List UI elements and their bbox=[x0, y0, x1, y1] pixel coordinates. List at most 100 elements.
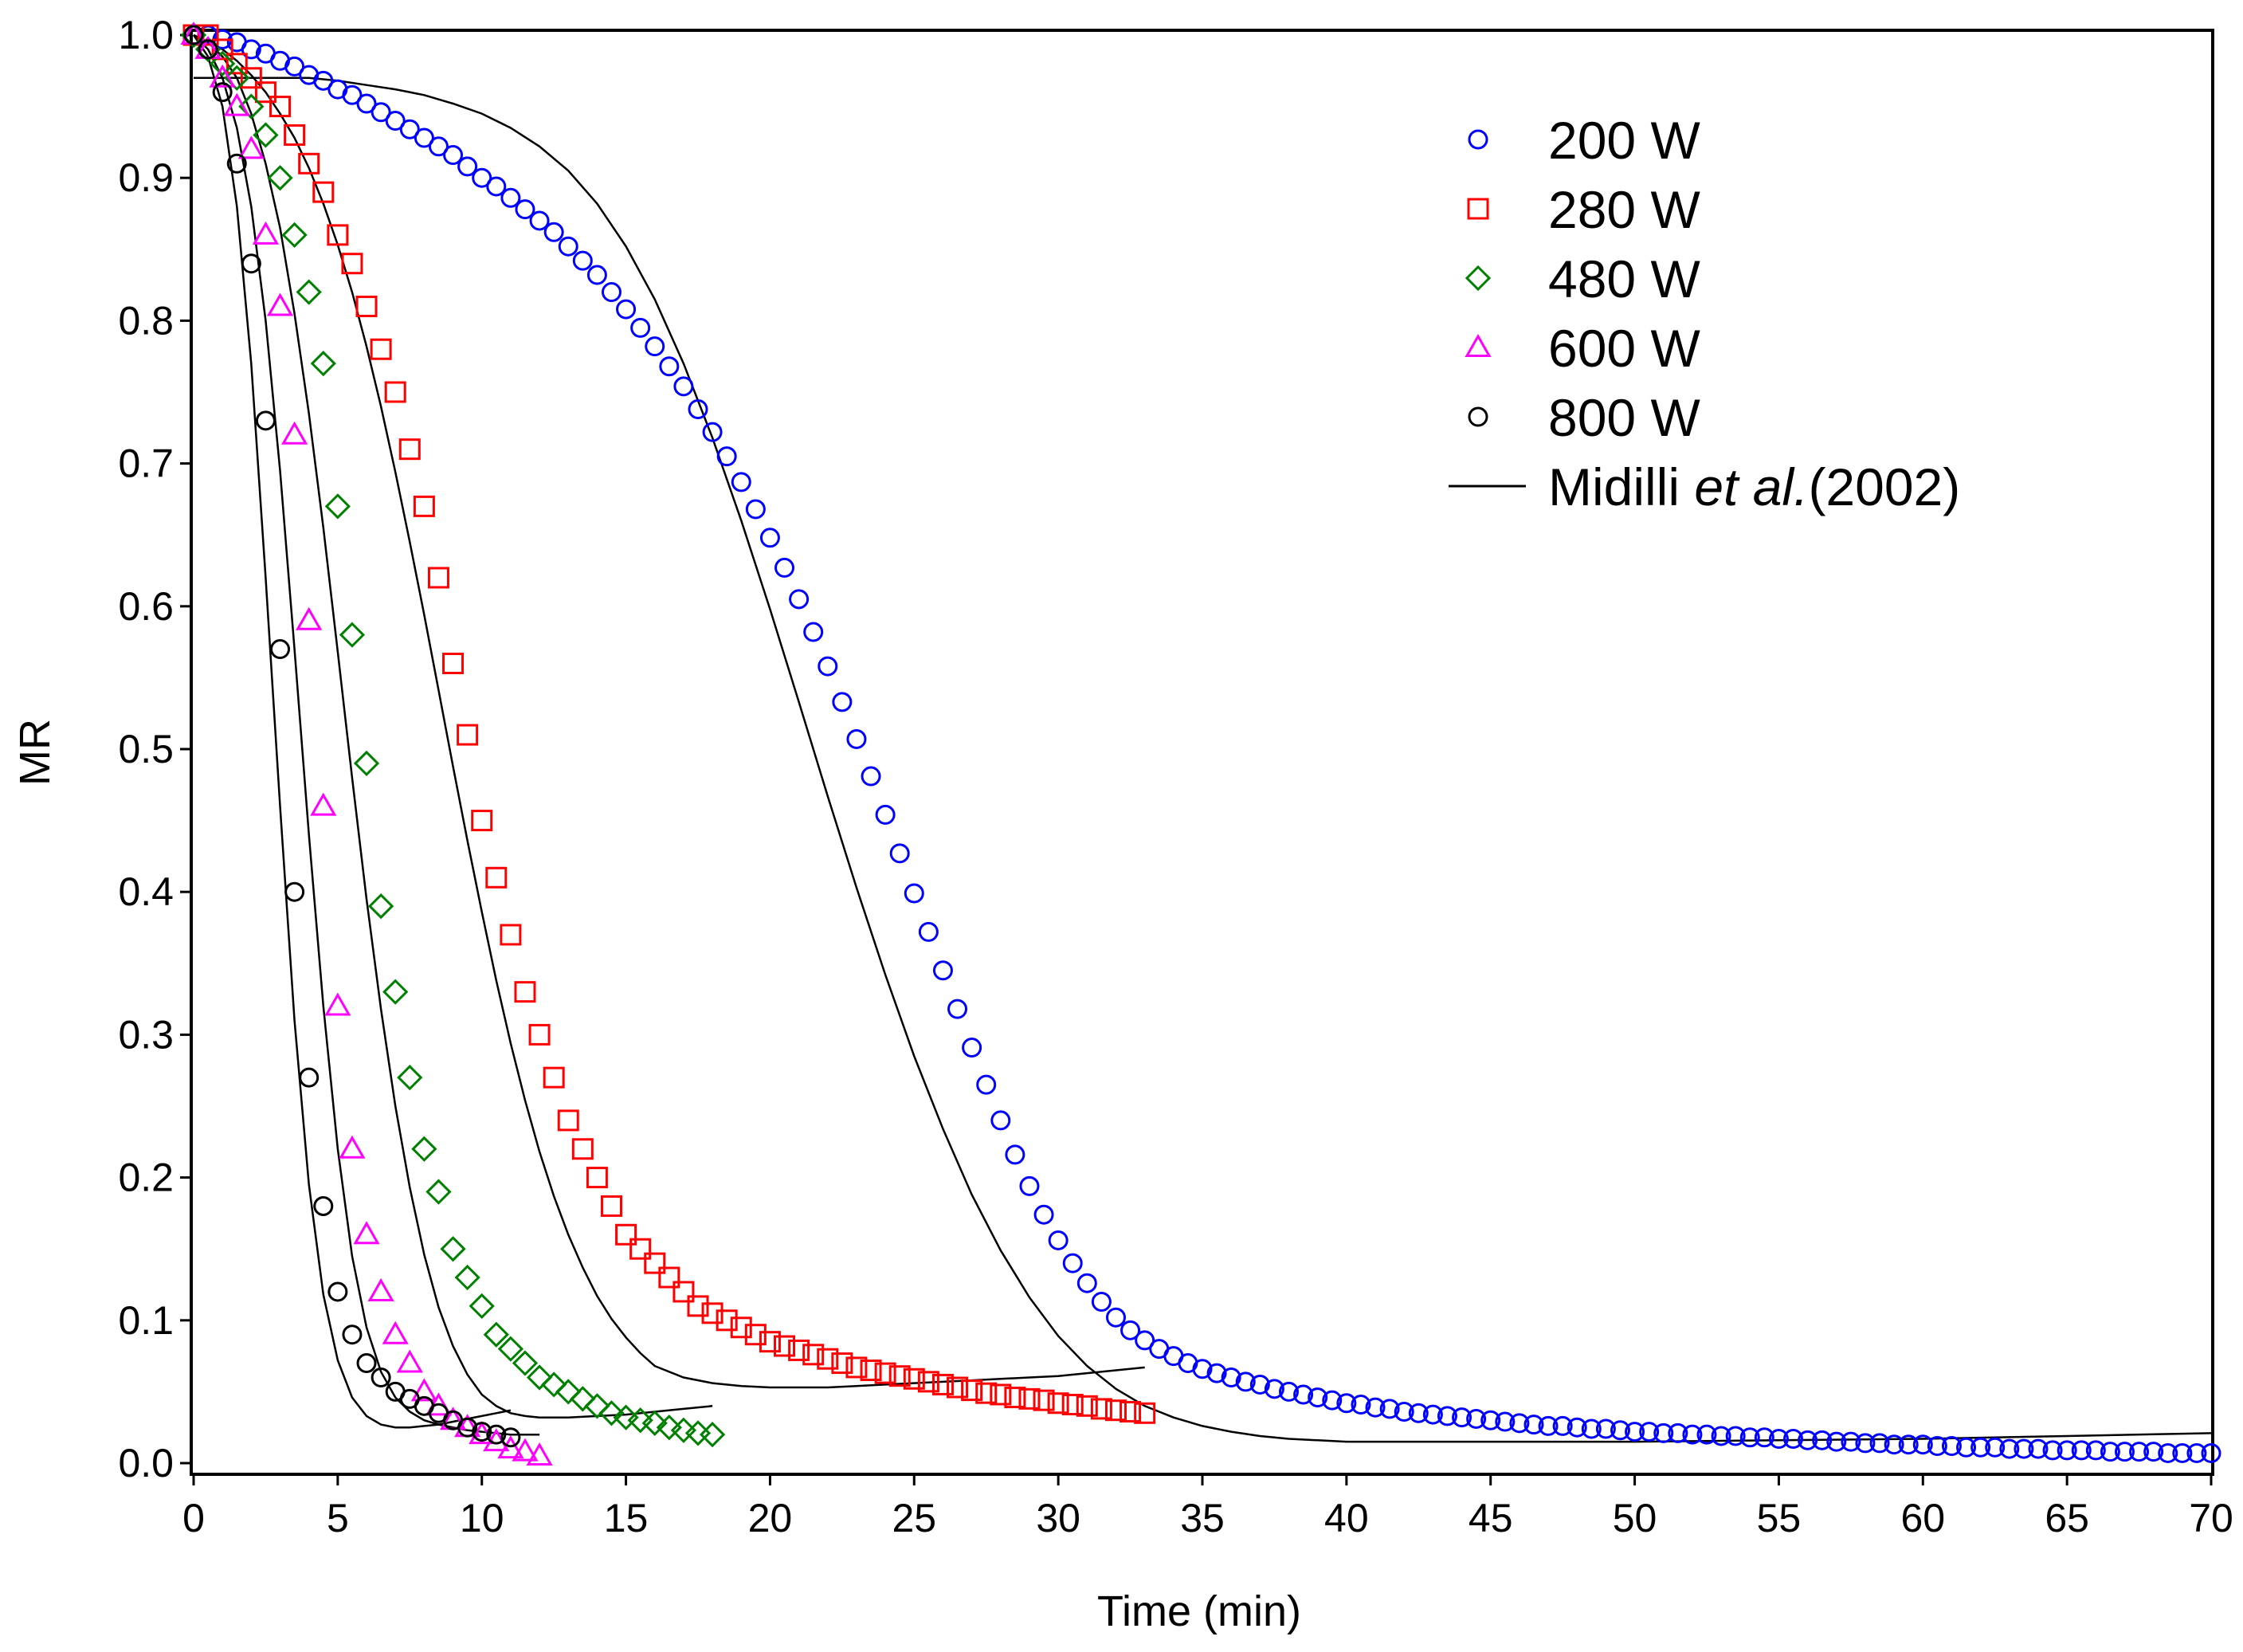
data-point bbox=[730, 1316, 752, 1339]
data-point bbox=[1985, 1437, 2006, 1458]
data-point bbox=[1725, 1426, 1746, 1446]
data-point bbox=[860, 1360, 882, 1382]
data-point bbox=[699, 1422, 726, 1448]
data-point bbox=[1192, 1359, 1213, 1379]
data-point bbox=[1033, 1204, 1054, 1225]
data-point bbox=[457, 1417, 478, 1438]
x-tick-label: 60 bbox=[1900, 1496, 1945, 1540]
data-point bbox=[975, 1382, 998, 1404]
data-point bbox=[298, 152, 320, 175]
data-point bbox=[932, 960, 953, 981]
data-point bbox=[990, 1110, 1011, 1131]
data-point bbox=[313, 70, 334, 91]
data-point bbox=[1812, 1430, 1833, 1450]
data-point bbox=[1884, 1434, 1904, 1455]
data-point bbox=[1104, 1399, 1127, 1422]
data-point bbox=[1062, 1253, 1083, 1273]
data-point bbox=[1048, 1230, 1069, 1250]
data-point bbox=[584, 1393, 610, 1419]
data-point bbox=[803, 622, 824, 642]
data-point bbox=[1249, 1374, 1270, 1395]
data-point bbox=[702, 422, 723, 442]
data-point bbox=[284, 124, 306, 146]
data-point bbox=[1437, 1406, 1457, 1426]
data-point bbox=[832, 692, 853, 712]
data-point bbox=[224, 65, 250, 91]
data-point bbox=[802, 1344, 825, 1366]
legend-label-fit: Midilli et al.(2002) bbox=[1548, 457, 1960, 516]
data-point bbox=[557, 1109, 579, 1132]
data-point bbox=[2085, 1440, 2106, 1461]
data-point bbox=[427, 567, 449, 589]
data-point bbox=[2057, 1440, 2077, 1461]
data-point bbox=[1826, 1431, 1847, 1452]
data-point bbox=[472, 1422, 492, 1442]
data-point bbox=[355, 295, 378, 317]
data-point bbox=[976, 1074, 997, 1095]
data-point bbox=[1927, 1435, 1947, 1456]
data-point bbox=[2186, 1442, 2207, 1463]
data-point bbox=[382, 979, 409, 1005]
x-tick-label: 50 bbox=[1613, 1496, 1657, 1540]
data-point bbox=[1783, 1429, 1804, 1450]
data-point bbox=[267, 165, 293, 191]
x-tick-label: 0 bbox=[182, 1496, 205, 1540]
data-point bbox=[500, 187, 521, 208]
data-point bbox=[731, 472, 751, 492]
data-point bbox=[1293, 1384, 1314, 1405]
series-280-w bbox=[182, 24, 1156, 1424]
data-point bbox=[2129, 1442, 2150, 1462]
data-point bbox=[2143, 1442, 2164, 1462]
x-tick-label: 20 bbox=[748, 1496, 793, 1540]
data-point bbox=[831, 1352, 853, 1375]
data-point bbox=[1090, 1398, 1112, 1420]
data-point bbox=[384, 381, 406, 403]
data-point bbox=[310, 351, 336, 377]
data-point bbox=[774, 557, 795, 578]
series-800-w bbox=[183, 25, 521, 1448]
data-point bbox=[629, 1238, 652, 1260]
data-point bbox=[281, 421, 308, 445]
data-point bbox=[254, 81, 276, 104]
data-point bbox=[1523, 1415, 1544, 1435]
data-point bbox=[846, 728, 867, 749]
data-point bbox=[255, 410, 276, 431]
data-point bbox=[281, 222, 308, 249]
data-point bbox=[1264, 1379, 1284, 1399]
data-point bbox=[526, 1442, 553, 1466]
data-point bbox=[1552, 1415, 1573, 1436]
y-tick-label: 0.4 bbox=[118, 869, 174, 914]
data-point bbox=[413, 495, 435, 517]
data-point bbox=[1120, 1400, 1142, 1422]
data-point bbox=[238, 93, 265, 120]
data-point bbox=[2201, 1442, 2221, 1463]
data-point bbox=[1841, 1431, 1861, 1452]
data-point bbox=[1869, 1433, 1890, 1454]
data-point bbox=[644, 1252, 666, 1274]
data-point bbox=[543, 1066, 565, 1089]
data-point bbox=[226, 153, 247, 174]
data-point bbox=[428, 136, 449, 157]
data-point bbox=[1408, 1403, 1429, 1423]
data-point bbox=[1221, 1367, 1241, 1387]
data-point bbox=[371, 1367, 391, 1387]
data-point bbox=[497, 1435, 524, 1459]
data-point bbox=[1019, 1175, 1040, 1196]
data-point bbox=[367, 1277, 394, 1301]
data-point bbox=[253, 122, 279, 148]
data-point bbox=[414, 128, 434, 148]
data-point bbox=[371, 102, 391, 123]
data-point bbox=[1322, 1390, 1343, 1411]
y-tick-label: 0.2 bbox=[118, 1156, 174, 1200]
fit-curve-800-w bbox=[192, 34, 512, 1429]
data-point bbox=[296, 279, 322, 305]
data-point bbox=[817, 1348, 839, 1370]
data-point bbox=[1047, 1392, 1069, 1415]
data-point bbox=[845, 1356, 868, 1379]
data-point bbox=[339, 622, 366, 648]
data-point bbox=[356, 93, 377, 114]
data-point bbox=[903, 1368, 925, 1390]
data-point bbox=[616, 299, 637, 320]
data-point bbox=[327, 224, 349, 246]
x-tick-label: 35 bbox=[1180, 1496, 1225, 1540]
